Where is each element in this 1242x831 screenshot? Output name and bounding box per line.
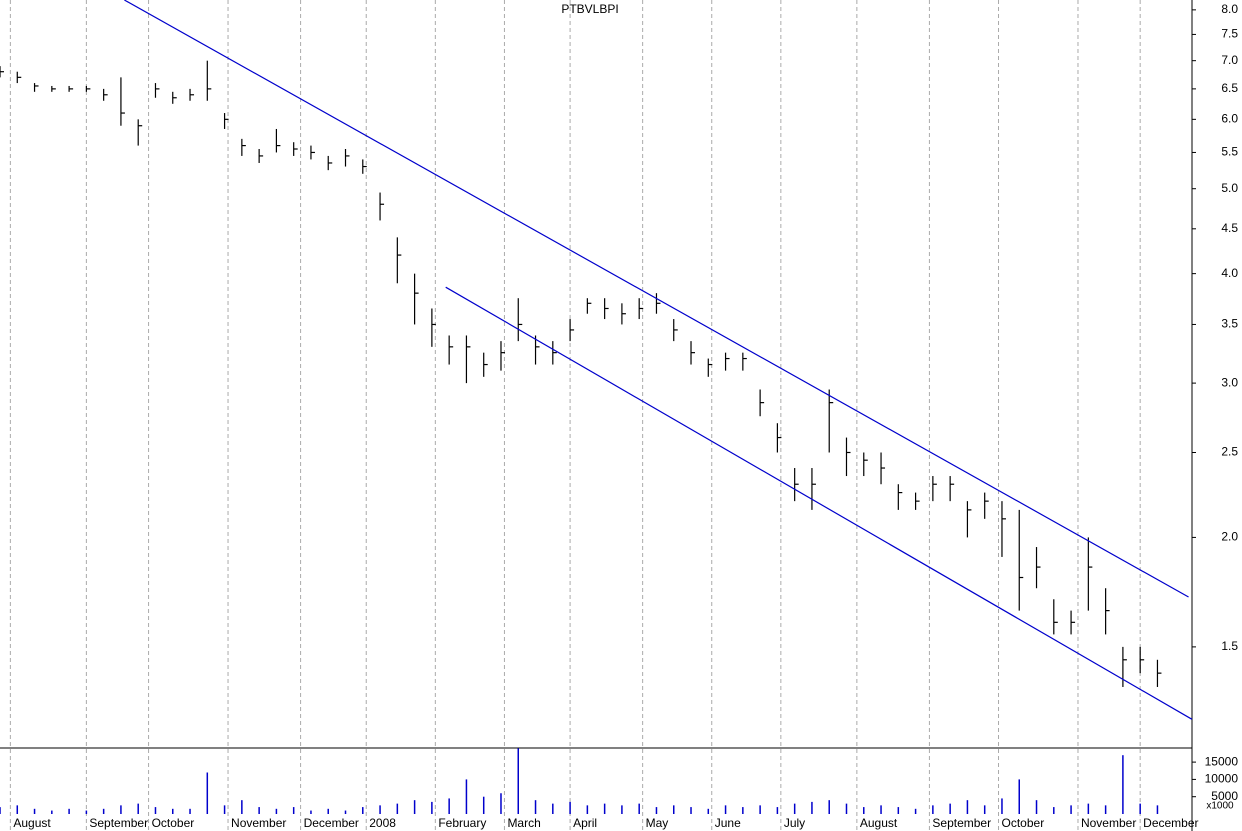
x-tick-label: February <box>438 816 486 830</box>
y-tick-label: 2.5 <box>1221 445 1238 459</box>
x-tick-label: April <box>573 816 597 830</box>
x-tick-label: March <box>507 816 540 830</box>
y-tick-label: 5.0 <box>1221 181 1238 195</box>
y-tick-label: 2.0 <box>1221 530 1238 544</box>
trend-line <box>124 0 1189 598</box>
y-tick-label: 6.5 <box>1221 81 1238 95</box>
volume-unit: x1000 <box>1206 801 1234 812</box>
chart-title: PTBVLBPI <box>561 2 618 16</box>
y-tick-label: 6.0 <box>1221 112 1238 126</box>
x-tick-label: December <box>1143 816 1198 830</box>
y-tick-label: 7.0 <box>1221 53 1238 67</box>
x-tick-label: May <box>646 816 669 830</box>
x-tick-label: September <box>89 816 148 830</box>
y-tick-label: 8.0 <box>1221 2 1238 16</box>
y-tick-label: 4.0 <box>1221 266 1238 280</box>
y-tick-label: 3.5 <box>1221 317 1238 331</box>
x-tick-label: December <box>304 816 359 830</box>
y-tick-label: 7.5 <box>1221 27 1238 41</box>
x-tick-label: July <box>784 816 805 830</box>
x-tick-label: October <box>1002 816 1045 830</box>
y-tick-label: 5.5 <box>1221 145 1238 159</box>
x-tick-label: November <box>1081 816 1136 830</box>
x-tick-label: September <box>932 816 991 830</box>
y-tick-label: 1.5 <box>1221 639 1238 653</box>
x-tick-label: August <box>13 816 51 830</box>
x-tick-label: November <box>231 816 286 830</box>
y-tick-label: 3.0 <box>1221 375 1238 389</box>
trend-line <box>445 286 1193 720</box>
x-tick-label: 2008 <box>369 816 396 830</box>
volume-tick-label: 5000 <box>1211 789 1238 803</box>
volume-tick-label: 15000 <box>1205 754 1239 768</box>
x-tick-label: October <box>152 816 195 830</box>
volume-tick-label: 10000 <box>1205 772 1239 786</box>
x-tick-label: August <box>860 816 898 830</box>
y-tick-label: 4.5 <box>1221 221 1238 235</box>
x-tick-label: June <box>715 816 741 830</box>
